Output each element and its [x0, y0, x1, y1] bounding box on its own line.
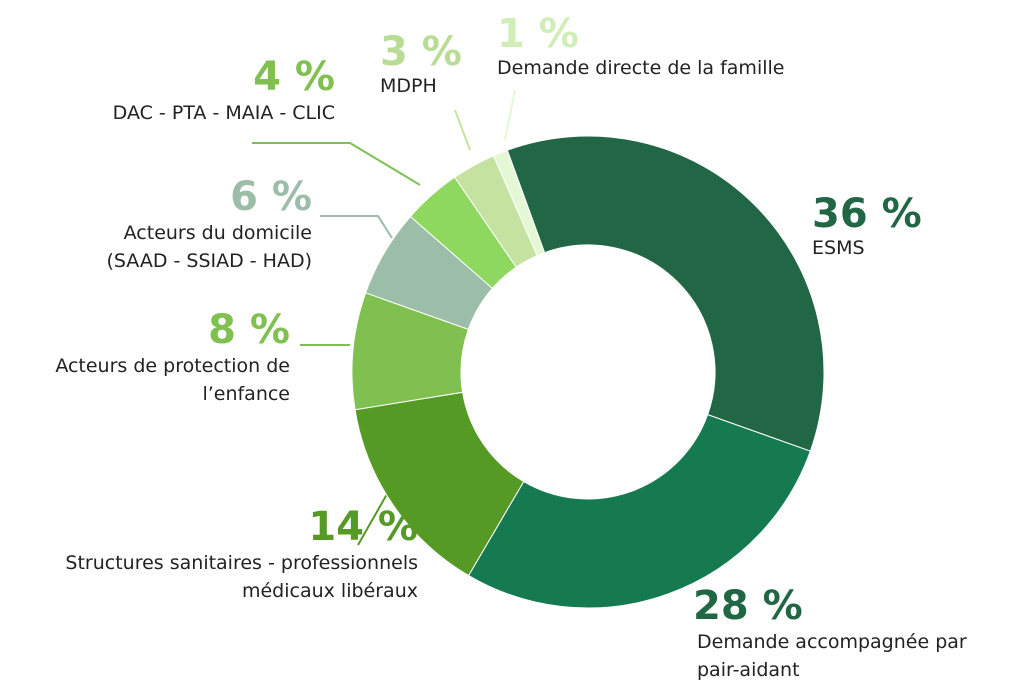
slice: [492, 149, 546, 257]
category-label: DAC - PTA - MAIA - CLIC: [112, 102, 335, 124]
value-label: 4 %: [253, 54, 335, 100]
leader-lines: [252, 89, 516, 546]
value-label: 28 %: [693, 583, 803, 629]
value-label: 8 %: [208, 307, 290, 353]
value-label: 6 %: [230, 174, 312, 220]
category-label: Demande accompagnée par pair-aidant: [697, 631, 967, 681]
label: 4 % DAC - PTA - MAIA - CLIC: [60, 55, 335, 127]
category-label: Demande directe de la famille: [497, 57, 785, 79]
leader-line: [320, 215, 393, 239]
category-label: Structures sanitaires - professionnels m…: [65, 552, 418, 602]
leader-line: [454, 109, 471, 151]
leader-line: [252, 142, 421, 186]
label: 6 % Acteurs du domicile (SAAD - SSIAD - H…: [60, 175, 312, 275]
value-label: 14 %: [308, 504, 418, 550]
slice: [506, 135, 825, 452]
label: 36 % ESMS: [812, 192, 1012, 262]
label: 28 % Demande accompagnée par pair-aidant: [693, 584, 1013, 684]
category-label: Acteurs du domicile (SAAD - SSIAD - HAD): [106, 222, 312, 272]
slice: [467, 413, 811, 609]
value-label: 1 %: [497, 11, 579, 57]
category-label: MDPH: [380, 75, 437, 97]
value-label: 36 %: [812, 191, 922, 237]
label: 14 % Structures sanitaires - professionne…: [22, 505, 418, 605]
category-label: Acteurs de protection de l’enfance: [55, 355, 290, 405]
label: 1 % Demande directe de la famille: [497, 12, 857, 82]
category-label: ESMS: [812, 237, 865, 259]
label: 3 % MDPH: [380, 30, 500, 100]
leader-line: [504, 89, 516, 141]
slice: [354, 391, 525, 577]
value-label: 3 %: [380, 29, 462, 75]
label: 8 % Acteurs de protection de l’enfance: [0, 308, 290, 408]
